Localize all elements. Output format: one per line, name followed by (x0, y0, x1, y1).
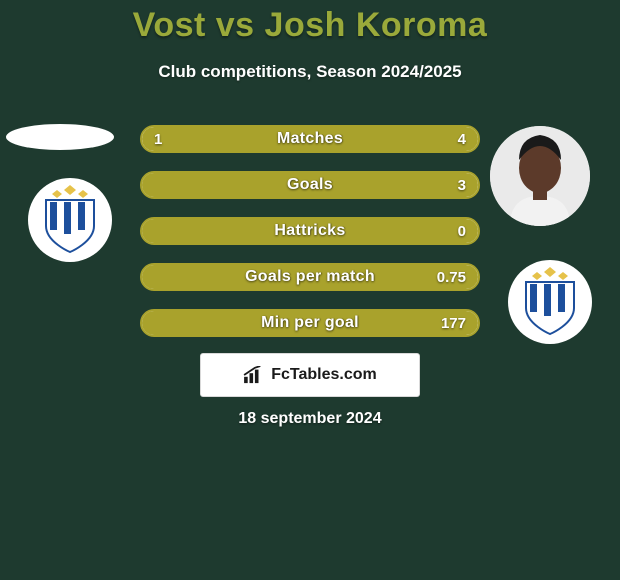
shield-crest-icon (34, 184, 106, 256)
brand-text: FcTables.com (271, 366, 377, 384)
stat-value-right: 177 (441, 311, 466, 335)
stat-row: Matches1 4 (140, 125, 480, 153)
stat-label: Goals per match (142, 265, 478, 289)
player-right-club-crest (508, 260, 592, 344)
stat-label: Hattricks (142, 219, 478, 243)
stat-value-right: 3 (458, 173, 466, 197)
stat-row: Min per goal177 (140, 309, 480, 337)
player-left-avatar-blank (6, 124, 114, 150)
stat-value-right: 4 (458, 127, 466, 151)
stat-row: Goals per match0.75 (140, 263, 480, 291)
stat-label: Goals (142, 173, 478, 197)
comparison-card: Vost vs Josh Koroma Club competitions, S… (0, 0, 620, 580)
footer-date: 18 september 2024 (0, 410, 620, 428)
stat-value-right: 0 (458, 219, 466, 243)
stat-row: Goals3 (140, 171, 480, 199)
bar-chart-icon (243, 366, 265, 384)
shield-crest-icon (514, 266, 586, 338)
stat-value-right: 0.75 (437, 265, 466, 289)
stat-bars: Matches1 4 Goals3 Hattricks0 Goals per match… (140, 125, 480, 355)
page-subtitle: Club competitions, Season 2024/2025 (0, 62, 620, 82)
stat-value-left: 1 (154, 127, 162, 151)
stat-row: Hattricks0 (140, 217, 480, 245)
stat-label: Min per goal (142, 311, 478, 335)
player-left-club-crest (28, 178, 112, 262)
brand-badge: FcTables.com (200, 353, 420, 397)
person-icon (490, 126, 590, 226)
player-right-avatar (490, 126, 590, 226)
stat-label: Matches (142, 127, 478, 151)
page-title: Vost vs Josh Koroma (0, 6, 620, 45)
